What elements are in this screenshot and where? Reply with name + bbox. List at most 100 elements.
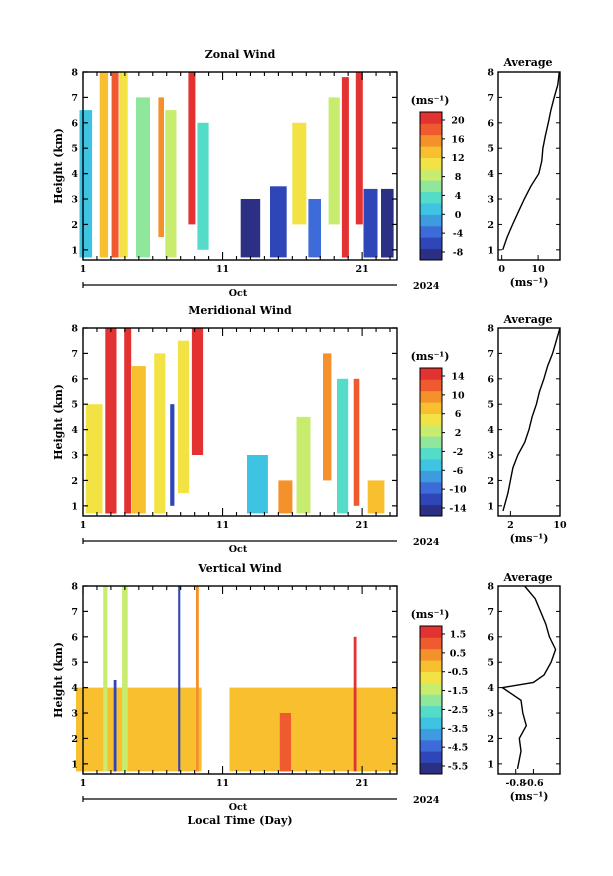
heatmap-cell-3 [119,72,128,258]
average-height-tick-label: 3 [487,451,494,462]
month-label: Oct [229,544,248,555]
heatmap-cell-15 [355,72,363,225]
average-height-tick-label: 6 [487,374,494,385]
colorbar-swatch [420,447,442,460]
colorbar-swatch [420,134,442,147]
time-tick-label: 1 [80,778,87,789]
year-label: 2024 [413,795,440,806]
meridional-colorbar: 14 10 6 2 -2 -6 -10 -14 [419,367,467,517]
average-x-tick-label: 2 [507,520,514,531]
colorbar-swatch [420,191,442,204]
height-tick-label: 4 [71,425,78,436]
zonal-average-title: Average [502,56,552,69]
zonal-plot-frame [82,71,398,261]
height-tick-label: 4 [71,169,78,180]
average-profile-line [502,327,561,512]
colorbar-frame [419,625,443,775]
time-tick-label: 21 [355,778,368,789]
height-tick-label: 6 [71,118,78,129]
colorbar-tick-label: 10 [451,390,465,401]
vertical-height-label: Height (km) [52,642,65,718]
colorbar-swatch [420,180,442,193]
average-height-tick-label: 6 [487,632,494,643]
heatmap-cell-9 [278,480,293,514]
colorbar-tick-label: -3.5 [448,724,468,735]
height-tick-label: 8 [71,582,78,593]
heatmap-cell-8 [247,455,268,514]
meridional-average-plot: 1 2 3 4 5 6 7 8 2 10 (ms⁻¹) [487,324,567,546]
colorbar-frame [419,367,443,517]
average-height-tick-label: 4 [487,425,494,436]
height-tick-label: 5 [71,400,78,411]
meridional-unit-label: (ms⁻¹) [411,350,450,363]
average-x-tick-label: 10 [532,264,546,275]
average-profile-line [502,71,560,251]
average-unit-label: (ms⁻¹) [510,790,549,803]
average-height-tick-label: 2 [487,220,494,231]
heatmap-cell-0 [76,687,202,772]
month-label: Oct [229,802,248,813]
time-tick-label: 1 [80,264,87,275]
time-axis-label: Local Time (Day) [187,814,292,827]
colorbar-tick-label: -4 [453,229,464,240]
colorbar-swatch [420,168,442,181]
height-tick-label: 5 [71,144,78,155]
colorbar-tick-label: -6 [453,466,464,477]
heatmap-cell-6 [177,340,190,494]
average-x-tick-label: 0 [498,264,505,275]
month-label: Oct [229,288,248,299]
colorbar-swatch [420,225,442,238]
colorbar-tick-label: 0.5 [450,648,467,659]
colorbar-tick-label: 12 [451,153,464,164]
colorbar-swatch [420,648,442,661]
colorbar-tick-label: -5.5 [448,762,468,773]
colorbar-tick-label: -2 [453,447,464,458]
heatmap-cell-1 [105,328,117,514]
heatmap-cell-11 [292,122,307,225]
colorbar-swatch [420,470,442,483]
vertical-plot-frame [82,585,398,775]
time-tick-label: 11 [216,778,229,789]
heatmap-cell-2 [103,586,108,772]
time-tick-label: 21 [355,264,368,275]
height-tick-label: 6 [71,374,78,385]
heatmap-cell-7 [279,713,291,772]
colorbar-swatch [420,203,442,215]
colorbar-swatch [420,694,442,707]
height-tick-label: 7 [71,93,78,104]
average-height-tick-label: 4 [487,683,494,694]
colorbar-tick-label: -1.5 [448,686,468,697]
vertical-title: Vertical Wind [197,562,282,575]
colorbar-swatch [420,717,442,729]
colorbar-swatch [420,390,442,403]
height-tick-label: 8 [71,68,78,79]
time-tick-label: 21 [355,520,368,531]
colorbar-swatch [420,728,442,741]
heatmap-cell-5 [158,97,164,238]
colorbar-tick-label: 14 [451,372,465,383]
colorbar-swatch [420,402,442,414]
heatmap-cell-8 [197,122,209,250]
average-height-tick-label: 6 [487,118,494,129]
average-height-tick-label: 4 [487,169,494,180]
zonal-title: Zonal Wind [205,48,276,61]
colorbar-swatch [420,248,442,261]
time-tick-label: 11 [216,520,229,531]
colorbar-swatch [420,481,442,494]
colorbar-swatch [420,626,442,638]
height-tick-label: 2 [71,734,78,745]
colorbar-swatch [420,459,442,471]
colorbar-swatch [420,146,442,158]
average-height-tick-label: 2 [487,734,494,745]
heatmap-cell-3 [113,680,117,772]
zonal-average-plot: 1 2 3 4 5 6 7 8 0 10(ms⁻¹) [487,68,561,289]
average-height-tick-label: 3 [487,709,494,720]
heatmap-cell-1 [99,72,109,258]
heatmap-cell-4 [154,353,166,514]
heatmap-cell-14 [367,480,385,514]
colorbar-tick-label: 6 [455,409,462,420]
height-tick-label: 3 [71,195,78,206]
